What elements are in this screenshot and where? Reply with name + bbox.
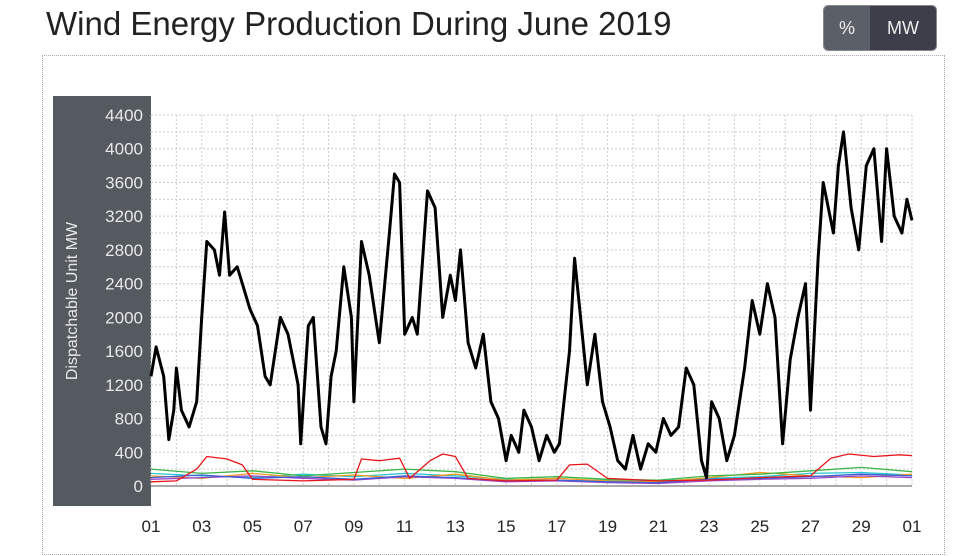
series-line-unit-e	[150, 471, 913, 483]
x-tick-label: 23	[700, 517, 719, 536]
y-axis-panel	[53, 96, 151, 506]
unit-toggle: % MW	[823, 5, 937, 51]
mw-button[interactable]: MW	[870, 6, 936, 50]
y-tick-label: 1600	[105, 342, 143, 361]
x-tick-labels: 01 03 05 07 09 11 13 15 17 19 21 23 25 27 29 01	[142, 517, 922, 536]
series-lines	[149, 130, 914, 485]
y-tick-label: 3600	[105, 173, 143, 192]
grid	[150, 114, 913, 487]
x-tick-label: 17	[547, 517, 566, 536]
x-tick-label: 27	[801, 517, 820, 536]
y-tick-labels: 0 400 800 1200 1600 2000 2400 2800 3200 3600 4000 4…	[105, 106, 143, 496]
page-title: Wind Energy Production During June 2019	[46, 5, 672, 42]
x-tick-label: 13	[446, 517, 465, 536]
y-tick-label: 2000	[105, 308, 143, 327]
y-tick-label: 2800	[105, 241, 143, 260]
percent-button[interactable]: %	[824, 6, 870, 50]
x-tick-label: 01	[903, 517, 922, 536]
y-tick-label: 4400	[105, 106, 143, 125]
x-tick-label: 11	[396, 517, 414, 536]
y-tick-label: 4000	[105, 140, 143, 159]
x-tick-label: 09	[344, 517, 363, 536]
series-line-total	[149, 130, 914, 480]
series-line-unit-a	[150, 453, 913, 483]
y-tick-label: 1200	[105, 376, 143, 395]
y-tick-label: 2400	[105, 275, 143, 294]
y-tick-label: 3200	[105, 207, 143, 226]
x-tick-label: 19	[598, 517, 617, 536]
x-tick-label: 07	[294, 517, 313, 536]
x-tick-label: 03	[192, 517, 211, 536]
y-tick-label: 800	[115, 410, 143, 429]
x-tick-label: 15	[497, 517, 516, 536]
x-tick-label: 01	[142, 517, 161, 536]
x-tick-label: 05	[243, 517, 262, 536]
x-tick-label: 29	[852, 517, 871, 536]
x-tick-label: 25	[750, 517, 769, 536]
y-tick-label: 0	[134, 477, 143, 496]
chart-panel: 0 400 800 1200 1600 2000 2400 2800 3200 3600 4000 4…	[42, 55, 945, 555]
series-line-unit-b	[150, 466, 913, 481]
wind-production-chart: 0 400 800 1200 1600 2000 2400 2800 3200 3600 4000 4…	[53, 96, 922, 536]
y-axis-label: Dispatchable Unit MW	[64, 221, 81, 380]
x-tick-label: 21	[649, 517, 668, 536]
y-tick-label: 400	[115, 443, 143, 462]
